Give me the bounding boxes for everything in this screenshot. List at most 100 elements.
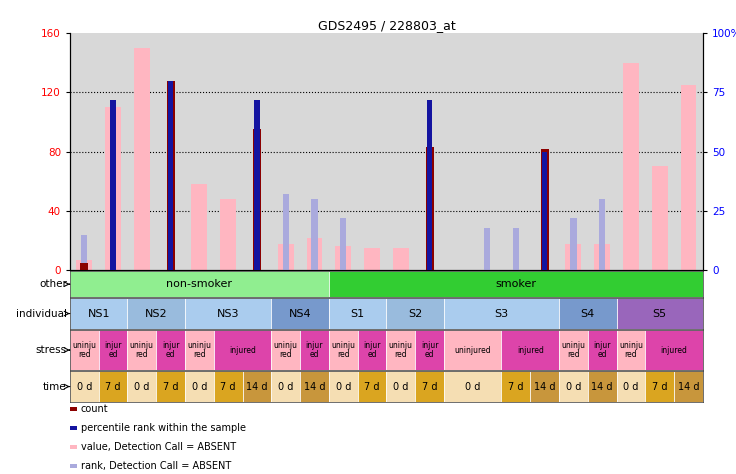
Text: 0 d: 0 d	[134, 382, 149, 392]
Text: NS3: NS3	[217, 309, 239, 319]
Bar	[617, 371, 645, 402]
Text: uninju
red: uninju red	[331, 341, 355, 359]
Bar	[77, 260, 92, 270]
Bar	[272, 371, 300, 402]
Bar	[329, 298, 386, 329]
Bar	[220, 199, 236, 270]
Text: 14 d: 14 d	[592, 382, 613, 392]
Bar	[623, 63, 639, 270]
Text: 7 d: 7 d	[422, 382, 437, 392]
Bar	[300, 330, 329, 370]
Bar	[559, 371, 588, 402]
Bar	[484, 228, 490, 270]
Bar	[156, 330, 185, 370]
Bar	[386, 298, 444, 329]
Text: NS2: NS2	[145, 309, 168, 319]
Bar	[358, 371, 386, 402]
Text: uninju
red: uninju red	[619, 341, 643, 359]
Text: injur
ed: injur ed	[305, 341, 323, 359]
Bar	[542, 152, 548, 270]
Text: 14 d: 14 d	[304, 382, 325, 392]
Bar	[185, 371, 213, 402]
Text: injur
ed: injur ed	[105, 341, 122, 359]
Text: uninju
red: uninju red	[562, 341, 585, 359]
Text: uninju
red: uninju red	[72, 341, 96, 359]
Bar	[652, 166, 668, 270]
Text: S1: S1	[350, 309, 365, 319]
Text: 0 d: 0 d	[77, 382, 92, 392]
Bar	[444, 371, 501, 402]
Text: 14 d: 14 d	[246, 382, 268, 392]
Text: 14 d: 14 d	[534, 382, 556, 392]
Bar	[541, 149, 548, 270]
Text: NS1: NS1	[88, 309, 110, 319]
Text: injur
ed: injur ed	[364, 341, 381, 359]
Bar	[329, 330, 358, 370]
Text: injur
ed: injur ed	[593, 341, 611, 359]
Bar	[386, 371, 415, 402]
Bar	[213, 330, 272, 370]
Bar	[300, 371, 329, 402]
Text: uninju
red: uninju red	[188, 341, 211, 359]
Text: injured: injured	[661, 346, 687, 355]
Bar	[559, 298, 617, 329]
Bar	[336, 246, 351, 270]
Text: injur
ed: injur ed	[162, 341, 180, 359]
Text: S2: S2	[408, 309, 422, 319]
Bar	[358, 330, 386, 370]
Text: other: other	[39, 279, 67, 289]
Text: 0 d: 0 d	[465, 382, 481, 392]
Bar	[307, 237, 322, 270]
Bar	[329, 271, 703, 297]
Bar	[570, 218, 576, 270]
Bar	[81, 235, 88, 270]
Bar	[272, 330, 300, 370]
Bar	[681, 85, 696, 270]
Bar	[444, 298, 559, 329]
Text: injured: injured	[517, 346, 544, 355]
Text: injur
ed: injur ed	[421, 341, 439, 359]
Bar	[80, 263, 88, 270]
Bar	[645, 371, 674, 402]
Bar	[501, 330, 559, 370]
Text: 0 d: 0 d	[278, 382, 294, 392]
Bar	[70, 330, 99, 370]
Bar	[185, 298, 272, 329]
Text: uninju
red: uninju red	[274, 341, 297, 359]
Title: GDS2495 / 228803_at: GDS2495 / 228803_at	[317, 19, 456, 32]
Text: injured: injured	[229, 346, 256, 355]
Bar	[277, 244, 294, 270]
Bar	[255, 100, 260, 270]
Bar	[513, 228, 519, 270]
Text: individual: individual	[15, 309, 67, 319]
Bar	[272, 298, 329, 329]
Bar	[501, 371, 530, 402]
Text: S3: S3	[495, 309, 509, 319]
Bar	[166, 81, 174, 270]
Text: 7 d: 7 d	[508, 382, 523, 392]
Bar	[645, 330, 703, 370]
Text: stress: stress	[35, 345, 67, 355]
Bar	[425, 147, 434, 270]
Bar	[127, 330, 156, 370]
Text: NS4: NS4	[289, 309, 311, 319]
Bar	[674, 371, 703, 402]
Bar	[134, 48, 149, 270]
Bar	[127, 298, 185, 329]
Text: rank, Detection Call = ABSENT: rank, Detection Call = ABSENT	[81, 461, 231, 471]
Text: 0 d: 0 d	[623, 382, 639, 392]
Text: S5: S5	[653, 309, 667, 319]
Bar	[243, 371, 272, 402]
Bar	[559, 330, 588, 370]
Bar	[415, 371, 444, 402]
Text: 0 d: 0 d	[191, 382, 207, 392]
Bar	[70, 371, 99, 402]
Text: uninju
red: uninju red	[130, 341, 154, 359]
Bar	[340, 218, 347, 270]
Bar	[185, 330, 213, 370]
Bar	[444, 330, 501, 370]
Text: 0 d: 0 d	[566, 382, 581, 392]
Text: time: time	[43, 382, 67, 392]
Bar	[127, 371, 156, 402]
Bar	[617, 298, 703, 329]
